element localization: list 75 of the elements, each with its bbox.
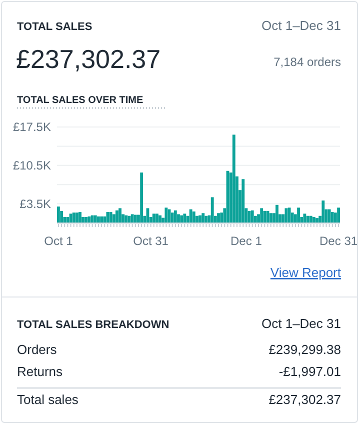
bar: [297, 208, 300, 223]
text: £237,302.37: [268, 392, 341, 407]
bar: [100, 216, 104, 223]
bar: [322, 200, 325, 223]
text: £237,302.37: [16, 44, 161, 74]
text: Oct 1–Dec 31: [262, 18, 341, 33]
bar: [94, 215, 97, 223]
bar: [57, 206, 60, 223]
bar: [84, 216, 88, 223]
bar: [217, 213, 220, 223]
bar: [152, 214, 156, 223]
bar: [183, 214, 186, 223]
bar: [103, 216, 106, 223]
bar: [60, 210, 63, 223]
text: £239,299.38: [268, 342, 341, 357]
x-tick-label: Dec 31: [320, 234, 358, 248]
bar: [189, 209, 192, 223]
text: Total sales: [17, 392, 79, 407]
x-tick-label: Oct 1: [44, 234, 74, 248]
bar: [316, 218, 318, 223]
bar: [78, 212, 82, 223]
bar: [97, 216, 100, 223]
bar: [164, 208, 168, 223]
bar: [106, 212, 110, 223]
bar: [177, 214, 180, 223]
bar: [276, 204, 278, 223]
bar: [90, 215, 94, 223]
text: View Report: [270, 265, 342, 280]
bar: [337, 208, 340, 223]
y-tick-label: £17.5K: [12, 120, 51, 134]
bar: [312, 216, 316, 223]
text: Orders: [17, 342, 58, 357]
text: TOTAL SALES BREAKDOWN: [17, 319, 170, 331]
bar: [260, 208, 264, 223]
bar: [288, 208, 291, 223]
bar: [118, 208, 122, 223]
bar: [134, 214, 137, 223]
bar: [180, 215, 184, 223]
bar: [250, 210, 254, 223]
chart-title: TOTAL SALES OVER TIME: [17, 95, 144, 106]
bar: [242, 179, 245, 223]
bar: [210, 197, 214, 223]
text: TOTAL SALES: [17, 21, 92, 33]
bar: [196, 216, 198, 223]
bar: [75, 212, 78, 223]
bar: [198, 215, 202, 223]
bar: [158, 215, 162, 223]
y-tick-label: £3.5K: [20, 196, 51, 211]
bar: [155, 214, 158, 223]
text: Oct 1–Dec 31: [262, 316, 341, 331]
bar: [330, 212, 334, 223]
bar: [202, 213, 205, 223]
text: 7,184 orders: [274, 55, 341, 69]
text: -£1,997.01: [278, 364, 341, 379]
bar: [309, 216, 312, 223]
bar: [328, 209, 331, 223]
bar: [174, 210, 177, 223]
bar: [140, 172, 144, 223]
bar: [112, 214, 116, 223]
bar: [115, 210, 118, 223]
bar: [269, 213, 272, 223]
text: Returns: [17, 364, 64, 379]
y-tick-label: £10.5K: [12, 158, 51, 172]
bar: [232, 134, 236, 223]
bar: [130, 214, 134, 223]
bar: [124, 215, 128, 223]
bar: [263, 210, 266, 223]
bar: [204, 216, 208, 223]
x-tick-label: Oct 31: [133, 234, 169, 248]
bar: [303, 214, 306, 223]
bar: [192, 211, 196, 223]
x-tick-label: Dec 1: [230, 234, 262, 248]
bar: [72, 212, 76, 223]
bar: [170, 212, 174, 223]
bar: [66, 216, 70, 223]
